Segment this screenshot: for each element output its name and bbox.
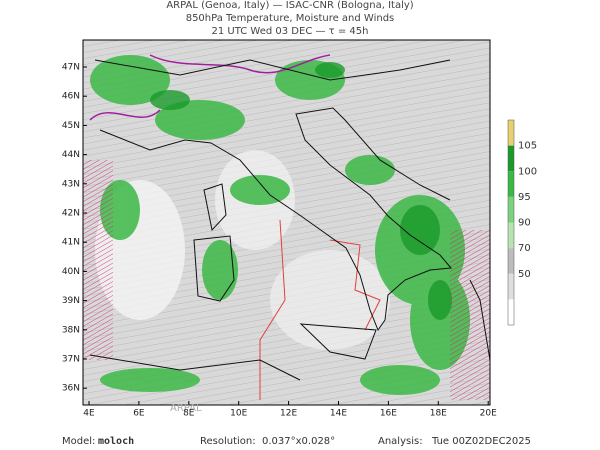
lat-label: 41N — [62, 238, 80, 248]
colorbar-segment — [508, 196, 514, 223]
colorbar-label: 100 — [518, 166, 537, 177]
footer-resolution: 0.037°x0.028° — [262, 436, 335, 447]
lat-label: 42N — [62, 209, 80, 219]
colorbar-segment — [508, 248, 514, 274]
header-line: 850hPa Temperature, Moisture and Winds — [186, 13, 395, 24]
colorbar-label: 90 — [518, 218, 531, 229]
lat-label: 46N — [62, 92, 80, 102]
lat-label: 40N — [62, 267, 80, 277]
lat-label: 37N — [62, 355, 80, 365]
colorbar-segment — [508, 145, 514, 172]
map-field — [83, 40, 490, 405]
lat-label: 39N — [62, 296, 80, 306]
lon-label: 6E — [133, 409, 145, 419]
footer-analysis: Tue 00Z02DEC2025 — [431, 436, 531, 447]
lat-label: 45N — [62, 121, 80, 131]
lon-label: 12E — [280, 409, 297, 419]
footer-model-label: Model: — [62, 436, 95, 447]
lon-label: 8E — [183, 409, 195, 419]
footer-model: moloch — [98, 436, 134, 447]
footer-analysis-label: Analysis: — [378, 436, 423, 447]
lon-label: 4E — [83, 409, 95, 419]
lon-label: 20E — [480, 409, 497, 419]
colorbar-label: 95 — [518, 192, 531, 203]
lon-label: 14E — [330, 409, 347, 419]
header-line: 21 UTC Wed 03 DEC — τ = 45h — [212, 26, 369, 37]
lat-label: 47N — [62, 63, 80, 73]
colorbar-label: 50 — [518, 269, 531, 280]
colorbar-segment — [508, 299, 514, 325]
colorbar-segment — [508, 222, 514, 249]
lon-label: 10E — [230, 409, 247, 419]
header-line: ARPAL (Genoa, Italy) — ISAC-CNR (Bologna… — [166, 0, 413, 11]
map-frame — [82, 39, 491, 406]
lon-label: 16E — [380, 409, 397, 419]
watermark: ARPAL — [170, 403, 202, 414]
colorbar-label: 70 — [518, 243, 531, 254]
colorbar-segment — [508, 171, 514, 197]
colorbar-label: 105 — [518, 141, 537, 152]
colorbar-segment — [508, 273, 514, 300]
lat-label: 36N — [62, 384, 80, 394]
footer-resolution-label: Resolution: — [200, 436, 256, 447]
colorbar-segment — [508, 120, 514, 146]
lat-label: 44N — [62, 150, 80, 160]
lat-label: 43N — [62, 179, 80, 189]
lat-label: 38N — [62, 325, 80, 335]
colorbar-frame — [507, 119, 515, 326]
lon-label: 18E — [430, 409, 447, 419]
